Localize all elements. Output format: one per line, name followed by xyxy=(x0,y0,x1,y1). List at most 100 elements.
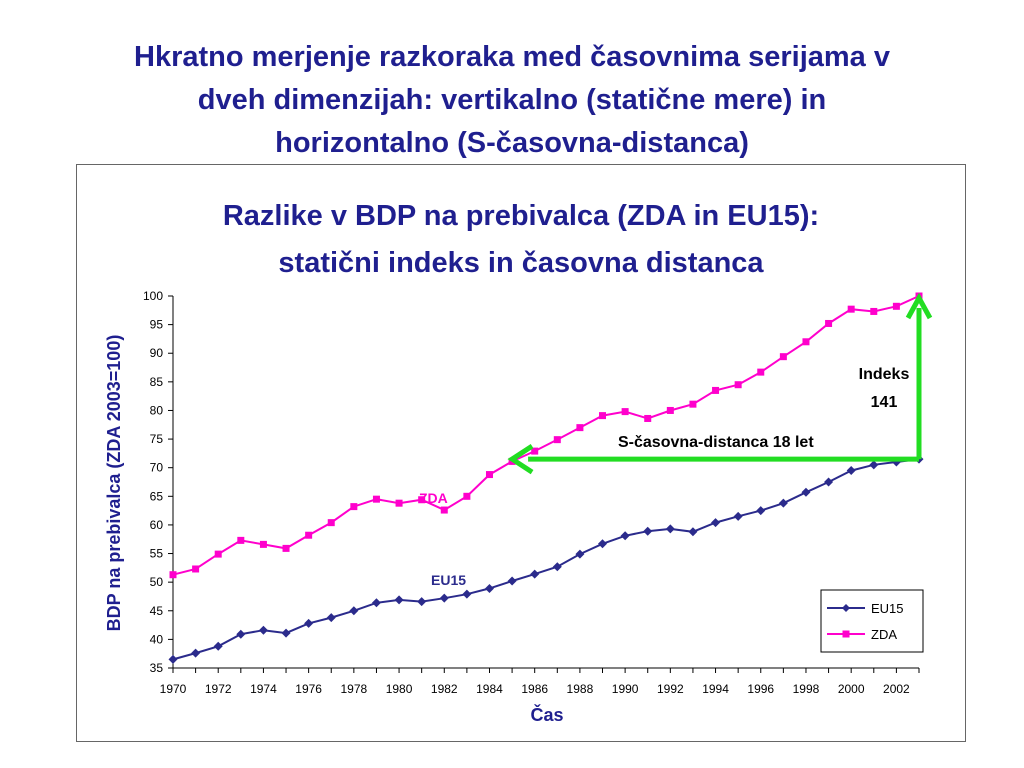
data-point-eu15-1980 xyxy=(394,595,404,605)
chart-title-line-1: Razlike v BDP na prebivalca (ZDA in EU15… xyxy=(223,200,819,232)
data-point-eu15-1971 xyxy=(191,648,201,658)
y-tick-label-55: 55 xyxy=(150,547,164,561)
data-point-zda-1996 xyxy=(757,368,765,376)
data-point-eu15-1979 xyxy=(371,598,381,608)
data-point-eu15-1978 xyxy=(349,606,359,616)
data-point-eu15-1975 xyxy=(281,628,291,638)
data-point-eu15-1970 xyxy=(168,654,178,664)
x-tick-label-1988: 1988 xyxy=(567,682,594,696)
x-tick-label-1982: 1982 xyxy=(431,682,458,696)
data-point-zda-1981 xyxy=(418,496,426,504)
y-tick-label-50: 50 xyxy=(150,575,164,589)
distance-annotation: S-časovna-distanca 18 let xyxy=(618,434,814,451)
data-point-zda-1976 xyxy=(305,531,313,539)
legend-marker-zda xyxy=(842,630,850,638)
legend-label-zda: ZDA xyxy=(871,627,897,642)
data-point-zda-1983 xyxy=(463,492,471,500)
data-point-zda-1986 xyxy=(531,447,539,455)
data-point-eu15-1988 xyxy=(575,549,585,559)
y-tick-label-65: 65 xyxy=(150,489,164,503)
data-point-eu15-1990 xyxy=(620,531,630,541)
slide-title: Hkratno merjenje razkoraka med časovnima… xyxy=(40,36,984,165)
data-point-zda-1987 xyxy=(553,436,561,444)
data-point-eu15-1997 xyxy=(778,498,788,508)
data-point-zda-1993 xyxy=(689,400,697,408)
line-chart: Razlike v BDP na prebivalca (ZDA in EU15… xyxy=(104,200,933,725)
data-point-zda-1990 xyxy=(621,408,629,416)
data-point-zda-2001 xyxy=(870,307,878,315)
legend: EU15 ZDA xyxy=(820,589,924,653)
data-point-zda-1984 xyxy=(485,471,493,479)
data-point-zda-1991 xyxy=(644,414,652,422)
slide-title-line-2: dveh dimenzijah: vertikalno (statične me… xyxy=(197,84,827,116)
data-point-zda-1971 xyxy=(192,565,200,573)
data-point-eu15-1977 xyxy=(326,613,336,623)
series-label-eu15: EU15 xyxy=(431,572,466,588)
x-tick-label-1976: 1976 xyxy=(295,682,322,696)
data-point-eu15-2001 xyxy=(869,460,879,470)
chart-frame: Razlike v BDP na prebivalca (ZDA in EU15… xyxy=(76,164,966,742)
x-tick-label-1996: 1996 xyxy=(747,682,774,696)
series-line-zda xyxy=(172,295,920,576)
x-tick-label-1980: 1980 xyxy=(386,682,413,696)
time-distance-arrow-head xyxy=(507,444,534,475)
data-point-eu15-1994 xyxy=(711,518,721,528)
x-tick-label-1970: 1970 xyxy=(160,682,187,696)
x-tick-label-1986: 1986 xyxy=(521,682,548,696)
data-point-eu15-1999 xyxy=(824,477,834,487)
annotation-layer xyxy=(507,292,933,475)
y-tick-label-60: 60 xyxy=(150,518,164,532)
index-annotation-line-1: Indeks xyxy=(859,366,910,383)
data-point-eu15-2000 xyxy=(846,466,856,476)
x-tick-label-1972: 1972 xyxy=(205,682,232,696)
x-tick-label-1978: 1978 xyxy=(340,682,367,696)
legend-box xyxy=(820,589,924,653)
legend-marker-eu15 xyxy=(842,604,850,612)
data-point-zda-1978 xyxy=(350,503,358,511)
data-point-zda-2000 xyxy=(847,305,855,313)
y-tick-label-70: 70 xyxy=(150,461,164,475)
data-point-eu15-1984 xyxy=(484,583,494,593)
data-point-zda-1979 xyxy=(372,495,380,503)
y-tick-label-100: 100 xyxy=(143,289,163,303)
series-label-zda: ZDA xyxy=(419,490,448,506)
y-tick-label-40: 40 xyxy=(150,632,164,646)
series-layer xyxy=(168,292,924,664)
data-point-eu15-1995 xyxy=(733,511,743,521)
data-point-zda-1999 xyxy=(825,319,833,327)
series-line-eu15 xyxy=(172,458,920,661)
x-tick-label-1998: 1998 xyxy=(793,682,820,696)
index-annotation-line-2: 141 xyxy=(871,394,898,411)
slide-title-line-3: horizontalno (S-časovna-distanca) xyxy=(275,127,749,159)
data-point-eu15-1993 xyxy=(688,527,698,537)
data-point-eu15-1982 xyxy=(439,593,449,603)
data-point-eu15-1976 xyxy=(304,618,314,628)
chart-title-line-2: statični indeks in časovna distanca xyxy=(278,247,764,279)
y-axis-label: BDP na prebivalca (ZDA 2003=100) xyxy=(104,335,124,632)
data-point-eu15-1983 xyxy=(462,589,472,599)
data-point-zda-2002 xyxy=(892,302,900,310)
legend-label-eu15: EU15 xyxy=(871,601,904,616)
data-point-zda-1974 xyxy=(259,540,267,548)
slide-title-line-1: Hkratno merjenje razkoraka med časovnima… xyxy=(134,41,890,73)
x-tick-label-2002: 2002 xyxy=(883,682,910,696)
data-point-eu15-1996 xyxy=(756,506,766,516)
data-point-zda-1980 xyxy=(395,499,403,507)
data-point-eu15-1985 xyxy=(507,576,517,586)
data-point-zda-1989 xyxy=(599,412,607,420)
x-tick-label-1990: 1990 xyxy=(612,682,639,696)
y-tick-label-80: 80 xyxy=(150,403,164,417)
data-point-eu15-1989 xyxy=(598,539,608,549)
x-tick-label-2000: 2000 xyxy=(838,682,865,696)
data-point-zda-1975 xyxy=(282,544,290,552)
x-axis-label: Čas xyxy=(530,704,563,725)
index-arrow-head xyxy=(905,292,933,320)
y-tick-label-75: 75 xyxy=(150,432,164,446)
y-tick-label-45: 45 xyxy=(150,604,164,618)
y-tick-label-35: 35 xyxy=(150,661,164,675)
data-point-zda-1995 xyxy=(734,381,742,389)
data-point-eu15-1998 xyxy=(801,487,811,497)
data-point-eu15-1974 xyxy=(258,625,268,635)
data-point-zda-1997 xyxy=(779,353,787,361)
data-point-zda-1998 xyxy=(802,338,810,346)
